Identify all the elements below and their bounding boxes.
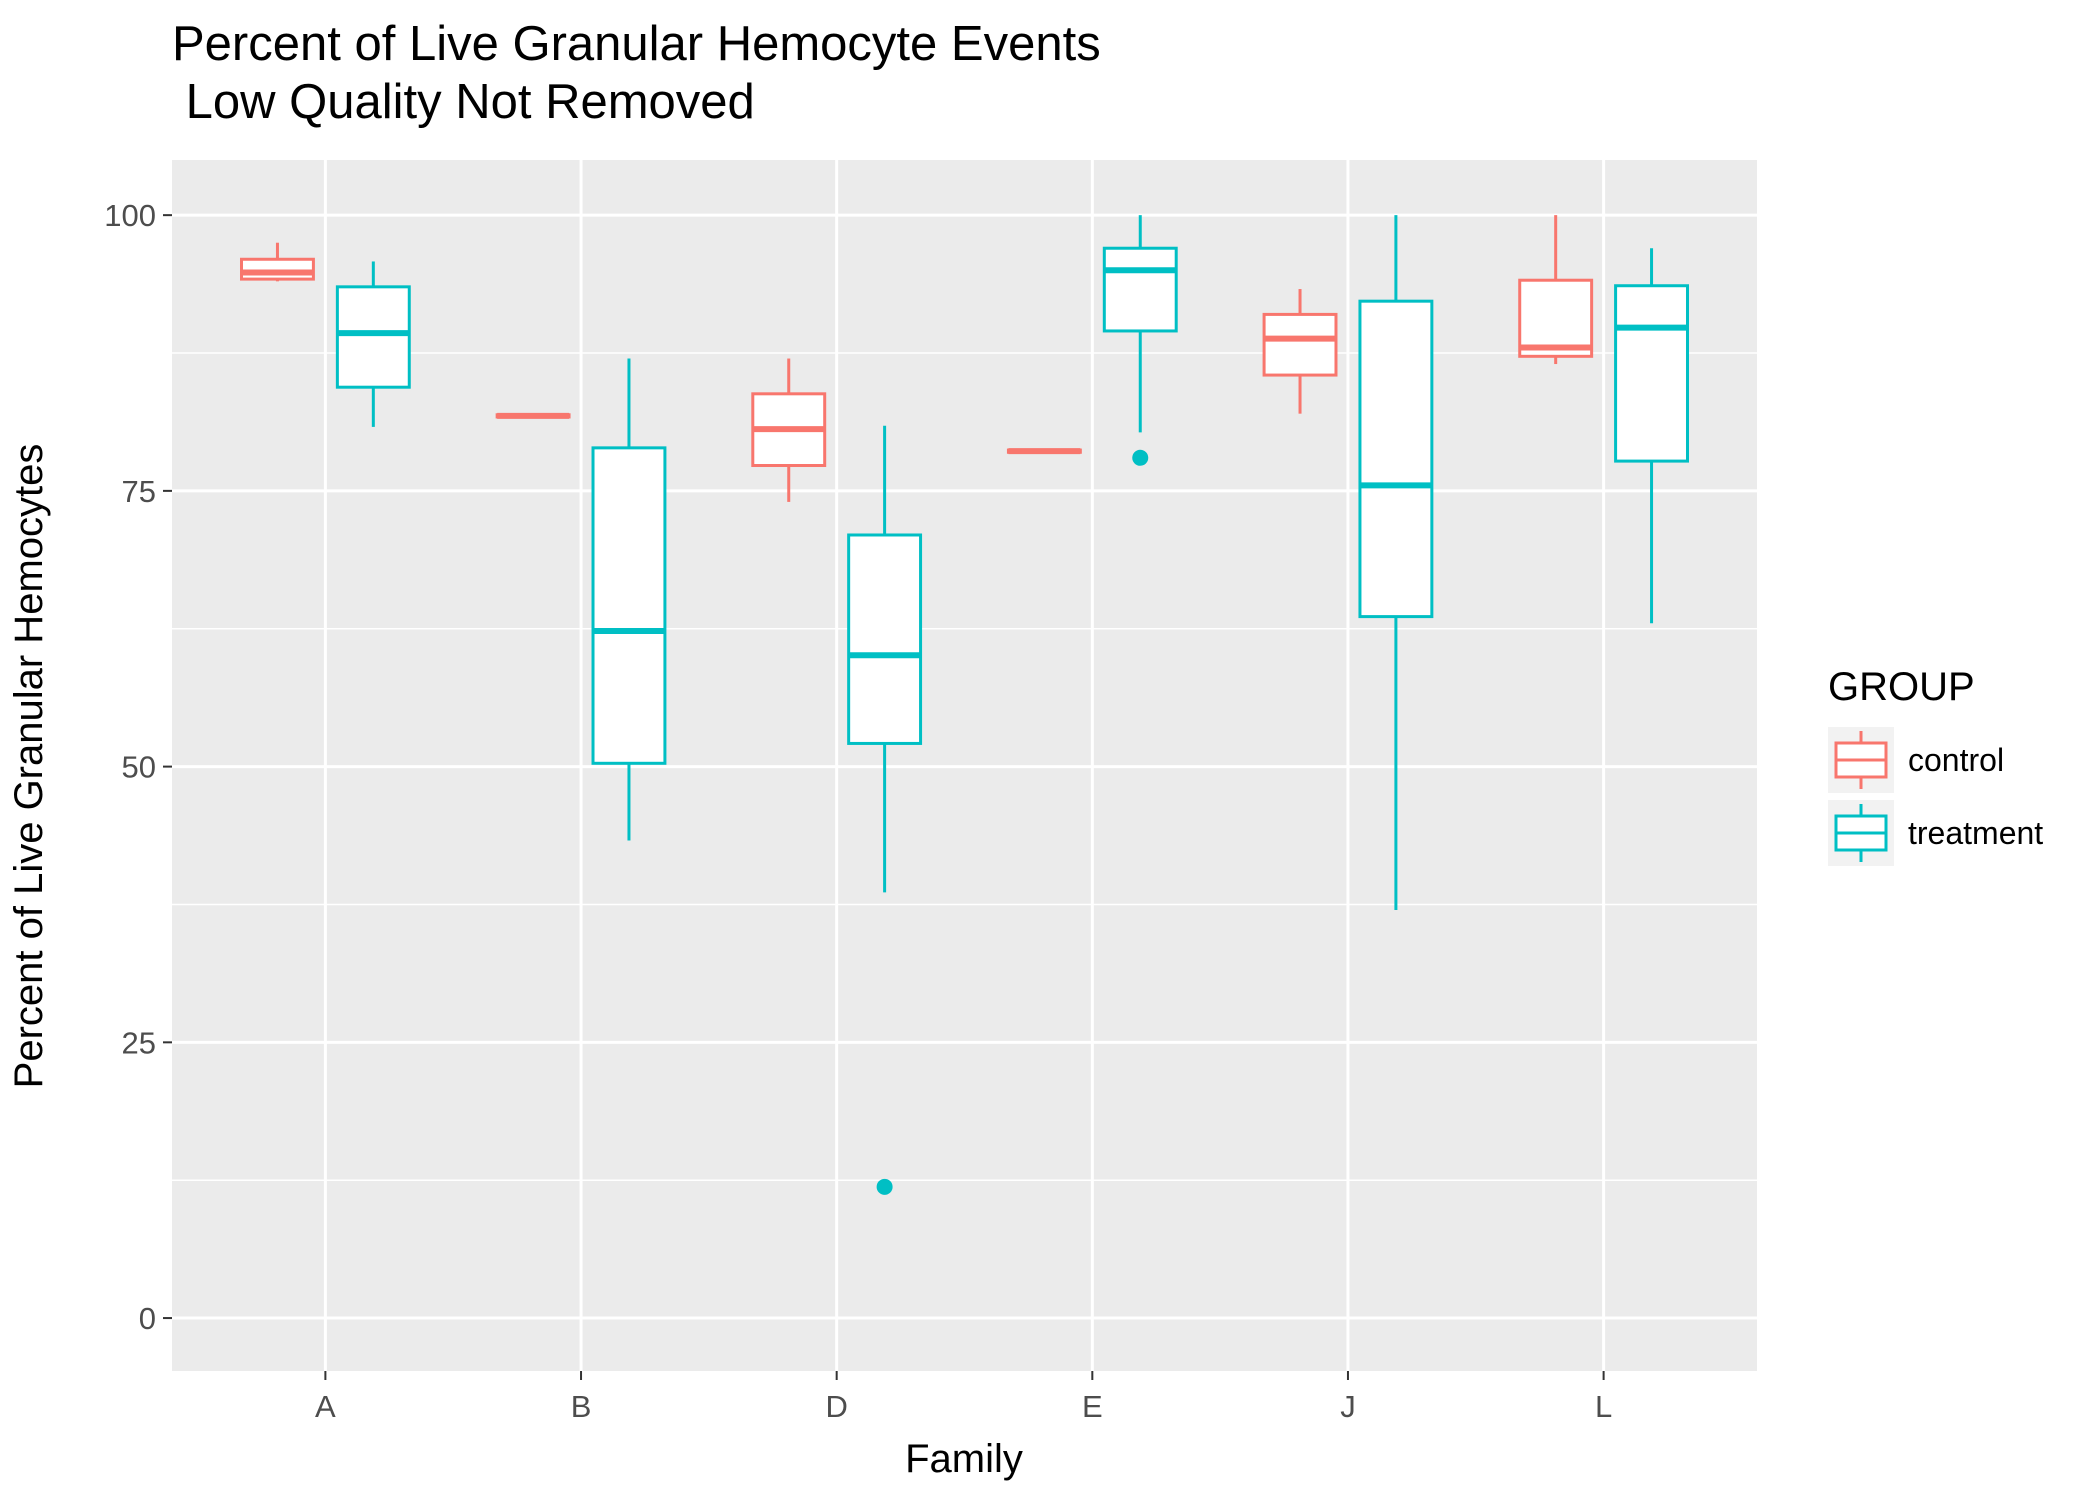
box-control-D [751, 358, 827, 502]
box-series [240, 215, 1689, 1195]
y-tick-label: 75 [122, 474, 156, 509]
legend-item-treatment: treatment [1828, 800, 2043, 866]
box-iqr [1358, 299, 1434, 619]
x-tick-label: D [825, 1389, 847, 1424]
box-control-J [1262, 289, 1338, 414]
box-control-B [495, 412, 571, 419]
y-tick-label: 25 [122, 1025, 156, 1060]
chart-subtitle: Low Quality Not Removed [172, 75, 755, 129]
box-control-E [1006, 448, 1082, 455]
legend-item-control: control [1828, 727, 2004, 793]
major-gridlines [172, 160, 1757, 1371]
box-treatment-A [335, 261, 411, 427]
x-axis-label: Family [905, 1437, 1023, 1481]
box-treatment-D [847, 425, 923, 1195]
minor-gridlines [172, 352, 1757, 1181]
outlier-point [876, 1178, 893, 1195]
x-tick-label: E [1082, 1389, 1103, 1424]
box-iqr [1102, 246, 1178, 333]
legend-label: treatment [1908, 815, 2043, 851]
box-iqr [1262, 312, 1338, 377]
box-treatment-B [591, 358, 667, 841]
y-axis-label: Percent of Live Granular Hemocytes [7, 444, 51, 1089]
legend: GROUP control treatment [1828, 665, 2043, 866]
box-iqr [240, 257, 315, 281]
legend-label: control [1908, 742, 2004, 778]
y-tick-label: 100 [104, 198, 156, 233]
box-iqr [591, 446, 667, 765]
y-tick-label: 50 [122, 750, 156, 785]
x-tick-label: B [571, 1389, 592, 1424]
outlier-point [1132, 449, 1149, 466]
box-treatment-E [1102, 215, 1178, 466]
box-iqr [335, 285, 411, 389]
box-treatment-J [1358, 215, 1434, 910]
box-iqr [1614, 284, 1689, 463]
x-tick-label: J [1340, 1389, 1356, 1424]
box-treatment-L [1614, 248, 1689, 624]
chart-title: Percent of Live Granular Hemocyte Events [172, 17, 1101, 71]
box-control-A [240, 242, 315, 282]
box-iqr [847, 533, 923, 745]
x-tick-label: L [1595, 1389, 1612, 1424]
box-iqr [1518, 278, 1594, 358]
legend-title: GROUP [1828, 665, 1975, 709]
box-control-L [1518, 215, 1594, 365]
y-axis: 0 25 50 75 100 [104, 198, 172, 1336]
x-tick-label: A [315, 1389, 336, 1424]
y-tick-label: 0 [139, 1301, 156, 1336]
